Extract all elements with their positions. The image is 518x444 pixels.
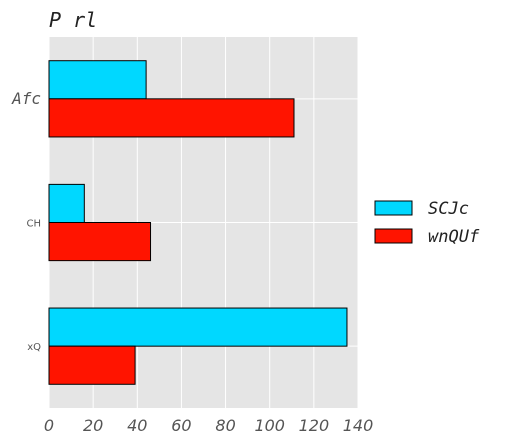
legend-swatch (374, 200, 413, 216)
bars (48, 60, 348, 385)
x-tick-label: 20 (83, 416, 103, 435)
bar-SCJc-Afc (48, 60, 147, 100)
legend: SCJc wnQUf (374, 199, 480, 247)
legend-label: SCJc (428, 199, 469, 219)
x-tick-label: 120 (299, 416, 330, 435)
bar-wnQUf-xQ (48, 345, 136, 385)
x-tick-label: 0 (44, 416, 54, 435)
x-tick-label: 40 (127, 416, 147, 435)
x-tick-label: 100 (254, 416, 285, 435)
y-tick-label: xQ (27, 342, 41, 353)
bar-SCJc-CH (48, 183, 85, 223)
y-tick-label: CH (26, 219, 41, 230)
bar-SCJc-xQ (48, 307, 348, 347)
legend-swatch (374, 228, 413, 244)
chart-title: P rl (49, 8, 97, 32)
y-tick-label: Afc (11, 89, 41, 108)
x-tick-label: 80 (215, 416, 235, 435)
bar-wnQUf-CH (48, 222, 152, 262)
legend-label: wnQUf (428, 227, 480, 247)
x-tick-label: 140 (343, 416, 374, 435)
x-axis-ticks: 0 20 40 60 80 100 120 140 (44, 416, 373, 435)
y-axis-ticks: Afc CH xQ (11, 89, 41, 353)
x-tick-label: 60 (171, 416, 191, 435)
bar-wnQUf-Afc (48, 98, 295, 138)
